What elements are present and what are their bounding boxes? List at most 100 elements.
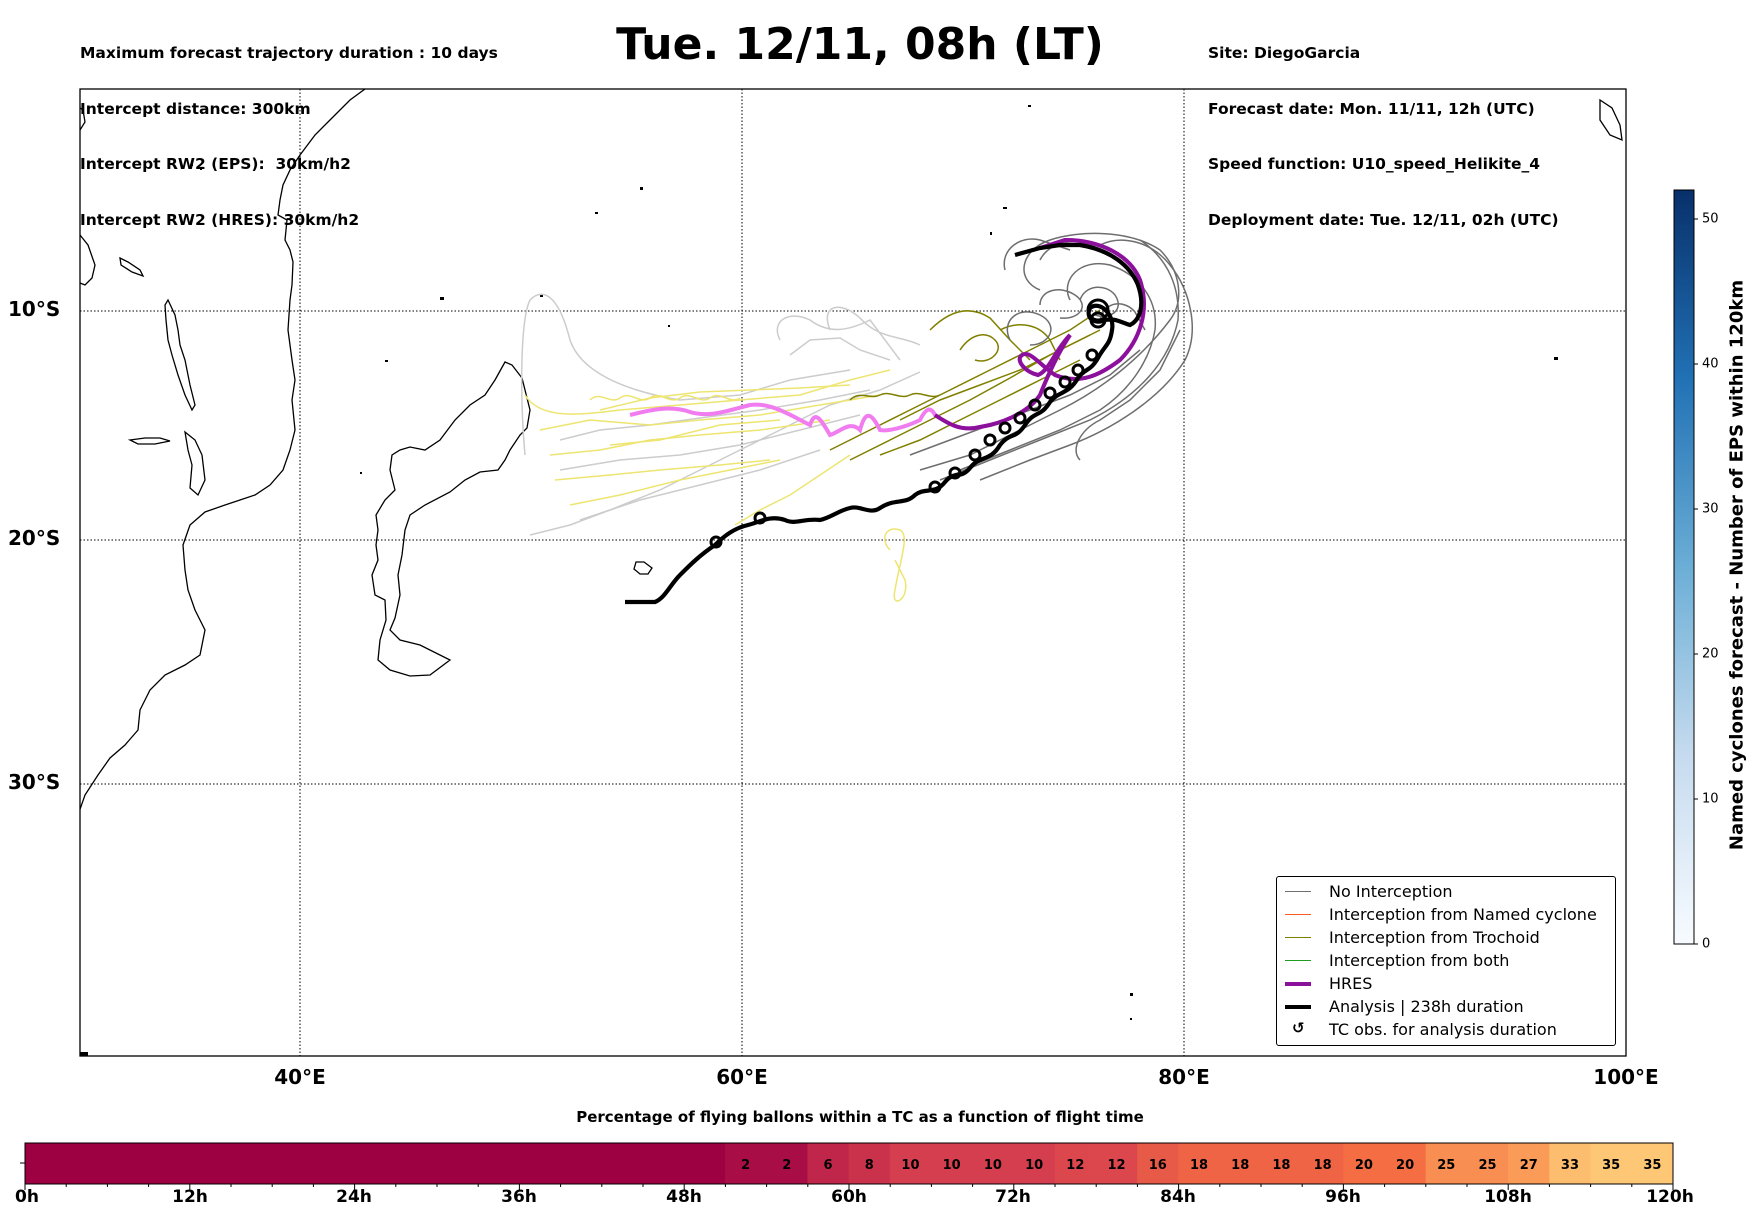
legend-item-trochoid: Interception from Trochoid	[1277, 927, 1615, 949]
colorbar-tick-50: 50	[1702, 211, 1719, 227]
percentage-cell	[1178, 1143, 1221, 1184]
info-intercept-hres: Intercept RW2 (HRES): 30km/h2	[80, 210, 360, 229]
info-speed-function: Speed function: U10_speed_Helikite_4	[1208, 155, 1541, 173]
time-label-48h: 48h	[666, 1187, 702, 1207]
info-intercept-distance: Intercept distance: 300km	[80, 99, 311, 118]
percentage-cell-label: 27	[1520, 1158, 1538, 1173]
legend-label: Interception from Named cyclone	[1329, 905, 1597, 924]
percentage-cell-label: 25	[1437, 1158, 1455, 1173]
lon-label-60e: 60°E	[716, 1065, 768, 1089]
legend-swatch	[1285, 937, 1311, 938]
time-label-120h: 120h	[1646, 1187, 1694, 1207]
percentage-cell	[931, 1143, 973, 1184]
percentage-cell-label: 35	[1643, 1158, 1661, 1173]
legend-label: No Interception	[1329, 882, 1453, 901]
legend-swatch	[1285, 914, 1311, 915]
percentage-cell-label: 2	[782, 1158, 791, 1173]
graticule	[80, 89, 1626, 1056]
legend-swatch	[1285, 960, 1311, 961]
info-site: Site: DiegoGarcia	[1208, 44, 1361, 62]
info-duration: Maximum forecast trajectory duration : 1…	[80, 44, 498, 62]
time-label-96h: 96h	[1325, 1187, 1361, 1207]
percentage-cell-label: 20	[1396, 1158, 1414, 1173]
percentage-cell	[1425, 1143, 1468, 1184]
legend-label: HRES	[1329, 974, 1373, 993]
percentage-cell-label: 16	[1149, 1158, 1167, 1173]
percentage-cell-label: 10	[1025, 1158, 1043, 1173]
eps-colorbar-label: Named cyclones forecast - Number of EPS …	[1726, 279, 1748, 851]
percentage-bar-title: Percentage of flying ballons within a TC…	[576, 1108, 1144, 1126]
percentage-cell-label: 10	[943, 1158, 961, 1173]
forecast-parameters: Maximum forecast trajectory duration : 1…	[80, 7, 498, 248]
percentage-cell	[889, 1143, 932, 1184]
page-title: Tue. 12/11, 08h (LT)	[616, 19, 1104, 70]
lat-label-20s: 20°S	[8, 526, 61, 550]
percentage-cells: 2 2 6 8 10 10 10 10 12 12 16 18 18 18 18 20 20 25 25 27 33 35…	[725, 1143, 1674, 1184]
time-label-12h: 12h	[172, 1187, 208, 1207]
time-label-24h: 24h	[336, 1187, 372, 1207]
percentage-cell-label: 18	[1190, 1158, 1208, 1173]
tc-observation-icon: ↺	[1292, 1019, 1305, 1037]
percentage-cell-label: 18	[1314, 1158, 1332, 1173]
percentage-cell-label: 18	[1231, 1158, 1249, 1173]
percentage-cell	[1384, 1143, 1427, 1184]
coastline	[80, 89, 1623, 812]
lon-label-40e: 40°E	[274, 1065, 326, 1089]
percentage-cell	[1631, 1143, 1674, 1184]
percentage-cell	[1590, 1143, 1633, 1184]
percentage-cell	[1549, 1143, 1592, 1184]
legend-item-hres: HRES	[1277, 973, 1615, 995]
info-intercept-eps: Intercept RW2 (EPS): 30km/h2	[80, 155, 351, 173]
colorbar-tick-20: 20	[1702, 646, 1719, 662]
percentage-cell-label: 12	[1066, 1158, 1084, 1173]
percentage-cell-label: 33	[1561, 1158, 1579, 1173]
eps-colorbar	[1673, 189, 1695, 945]
percentage-cell	[1508, 1143, 1550, 1184]
percentage-cell	[1013, 1143, 1056, 1184]
percentage-cell	[972, 1143, 1015, 1184]
eps-colorbar-label-area: Named cyclones forecast - Number of EPS …	[1718, 190, 1752, 940]
info-forecast-date: Forecast date: Mon. 11/11, 12h (UTC)	[1208, 99, 1535, 118]
percentage-cell-label: 12	[1108, 1158, 1126, 1173]
percentage-cell	[766, 1143, 808, 1184]
time-label-36h: 36h	[501, 1187, 537, 1207]
percentage-cell	[1343, 1143, 1385, 1184]
percentage-cell	[1302, 1143, 1344, 1184]
percentage-cell-label: 18	[1272, 1158, 1290, 1173]
lat-label-30s: 30°S	[8, 770, 61, 794]
percentage-cell	[1054, 1143, 1097, 1184]
colorbar-tick-40: 40	[1702, 356, 1719, 372]
legend-item-tc-obs: ↺ TC obs. for analysis duration	[1277, 1019, 1615, 1041]
eps-tracks-yellow	[524, 369, 907, 602]
map-plot-area	[80, 89, 1626, 1056]
lon-label-80e: 80°E	[1158, 1065, 1210, 1089]
colorbar-tick-10: 10	[1702, 791, 1719, 807]
legend-item-analysis: Analysis | 238h duration	[1277, 996, 1615, 1018]
percentage-cell-label: 8	[865, 1158, 874, 1173]
small-islands	[80, 105, 1558, 1056]
tc-observation-markers	[709, 298, 1110, 549]
percentage-cell	[807, 1143, 850, 1184]
percentage-cell	[1466, 1143, 1509, 1184]
colorbar-tick-30: 30	[1702, 501, 1719, 517]
legend-label: Analysis | 238h duration	[1329, 997, 1524, 1016]
colorbar-tick-0: 0	[1702, 936, 1711, 952]
site-info: Site: DiegoGarcia Forecast date: Mon. 11…	[1208, 7, 1559, 248]
lon-label-100e: 100°E	[1593, 1065, 1659, 1089]
info-deployment-date: Deployment date: Tue. 12/11, 02h (UTC)	[1208, 210, 1559, 229]
percentage-cell	[725, 1143, 767, 1184]
legend-swatch	[1285, 982, 1311, 986]
percentage-cell-label: 6	[824, 1158, 833, 1173]
lat-label-10s: 10°S	[8, 297, 61, 321]
percentage-cell	[1095, 1143, 1138, 1184]
percentage-cell-label: 20	[1355, 1158, 1373, 1173]
legend-swatch	[1285, 891, 1311, 892]
legend-label: Interception from both	[1329, 951, 1510, 970]
eps-tracks-dark-grey	[909, 232, 1193, 481]
percentage-cell-label: 10	[984, 1158, 1002, 1173]
time-label-60h: 60h	[831, 1187, 867, 1207]
percentage-cell	[848, 1143, 891, 1184]
percentage-cell	[1137, 1143, 1179, 1184]
percentage-cell	[1260, 1143, 1303, 1184]
time-label-0h: 0h	[15, 1187, 39, 1207]
